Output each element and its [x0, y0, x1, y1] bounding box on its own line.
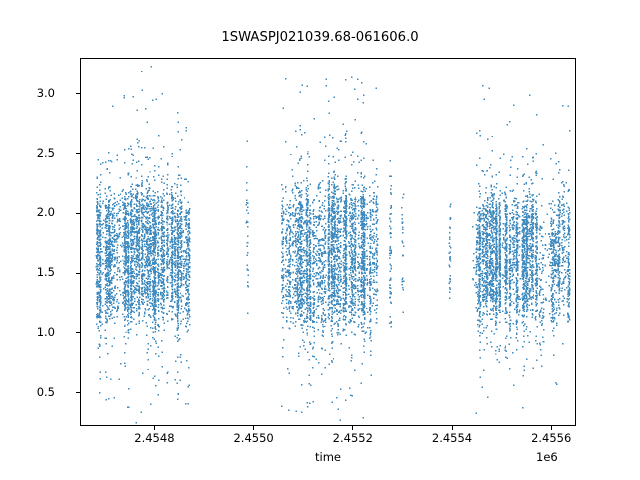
x-tick-mark	[153, 426, 155, 430]
plot-axes-area	[80, 58, 576, 426]
x-tick-mark	[550, 426, 552, 430]
y-tick-label: 0.5	[36, 384, 55, 399]
y-tick-mark	[76, 392, 80, 394]
y-axis-label: flux	[0, 0, 18, 78]
y-tick-label: 2.0	[36, 205, 55, 220]
y-tick-mark	[76, 93, 80, 95]
x-axis-label: time	[315, 450, 341, 464]
x-tick-label: 2.4548	[134, 431, 175, 445]
x-tick-label: 2.4550	[233, 431, 274, 445]
x-tick-label: 2.4552	[332, 431, 373, 445]
x-tick-label: 2.4554	[431, 431, 473, 445]
x-tick-label: 2.4556	[531, 431, 572, 445]
page-title: 1SWASPJ021039.68-061606.0	[221, 30, 419, 45]
y-tick-mark	[76, 153, 80, 155]
y-tick-mark	[76, 212, 80, 214]
x-tick-mark	[451, 426, 453, 430]
x-tick-mark	[253, 426, 255, 430]
y-tick-mark	[76, 332, 80, 334]
y-tick-label: 1.0	[36, 324, 55, 339]
scatter-points-svg	[95, 65, 571, 424]
x-tick-mark	[352, 426, 354, 430]
y-tick-label: 1.5	[36, 265, 55, 280]
y-tick-label: 3.0	[36, 85, 55, 100]
x-axis-offset-label: 1e6	[536, 450, 558, 464]
y-tick-label: 2.5	[36, 145, 55, 160]
scatter-point-cloud	[95, 65, 571, 424]
scatter-data-layer	[81, 59, 575, 425]
y-tick-mark	[76, 272, 80, 274]
